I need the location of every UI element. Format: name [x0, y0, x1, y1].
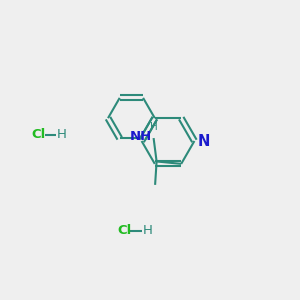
Text: Cl: Cl: [32, 128, 46, 142]
Text: H: H: [57, 128, 67, 142]
Text: H: H: [142, 224, 152, 238]
Text: Cl: Cl: [117, 224, 131, 238]
Text: NH: NH: [130, 130, 152, 143]
Text: N: N: [198, 134, 210, 148]
Text: H: H: [150, 122, 158, 132]
